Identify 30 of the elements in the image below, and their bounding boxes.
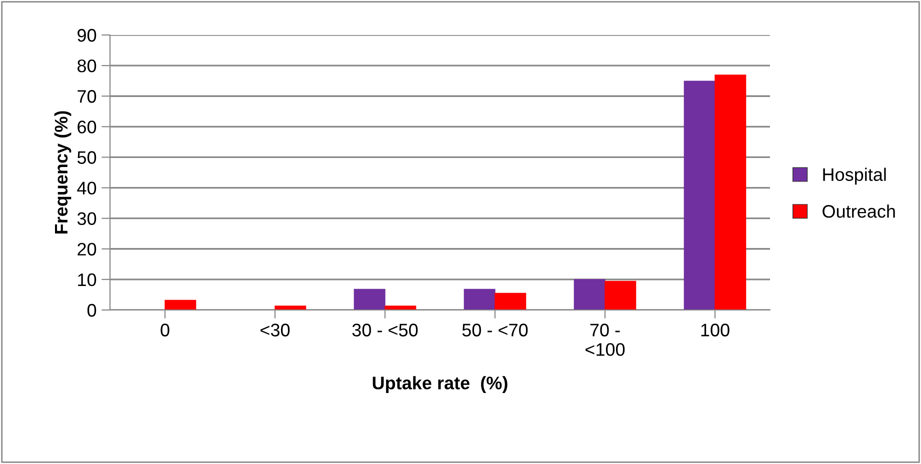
- x-tick-label: 30 - <50: [352, 324, 418, 336]
- bar: [604, 280, 636, 310]
- x-tick-label: 50 - <70: [462, 324, 528, 336]
- y-tick-label: 50: [77, 151, 96, 164]
- y-tick-label: 70: [78, 90, 96, 103]
- x-tick-label: <30: [260, 324, 290, 336]
- y-tick-label: 20: [78, 242, 96, 256]
- legend-label: Outreach: [822, 204, 895, 218]
- y-tick-label: 30: [77, 212, 96, 226]
- bar: [274, 306, 306, 310]
- bar: [384, 306, 416, 310]
- bar: [354, 288, 386, 310]
- y-tick-label: 0: [87, 304, 96, 317]
- bar: [714, 74, 746, 310]
- x-tick-label: 100: [701, 324, 730, 336]
- x-axis-title: Uptake rate (%): [372, 376, 508, 393]
- bar: [684, 80, 716, 310]
- bar: [574, 279, 606, 310]
- y-axis-title: Frequency (%): [54, 111, 72, 234]
- x-tick-label: 0: [160, 324, 170, 336]
- y-tick-label: 60: [78, 120, 96, 134]
- bar: [464, 288, 496, 310]
- legend-label: Hospital: [823, 168, 886, 185]
- y-tick-label: 40: [77, 182, 96, 194]
- y-tick-label: 80: [78, 59, 96, 72]
- y-tick-label: 10: [78, 273, 96, 286]
- y-tick-label: 90: [78, 28, 96, 42]
- bar: [494, 292, 526, 310]
- bar: [164, 300, 196, 310]
- x-tick-label: 70 - <100: [586, 324, 625, 356]
